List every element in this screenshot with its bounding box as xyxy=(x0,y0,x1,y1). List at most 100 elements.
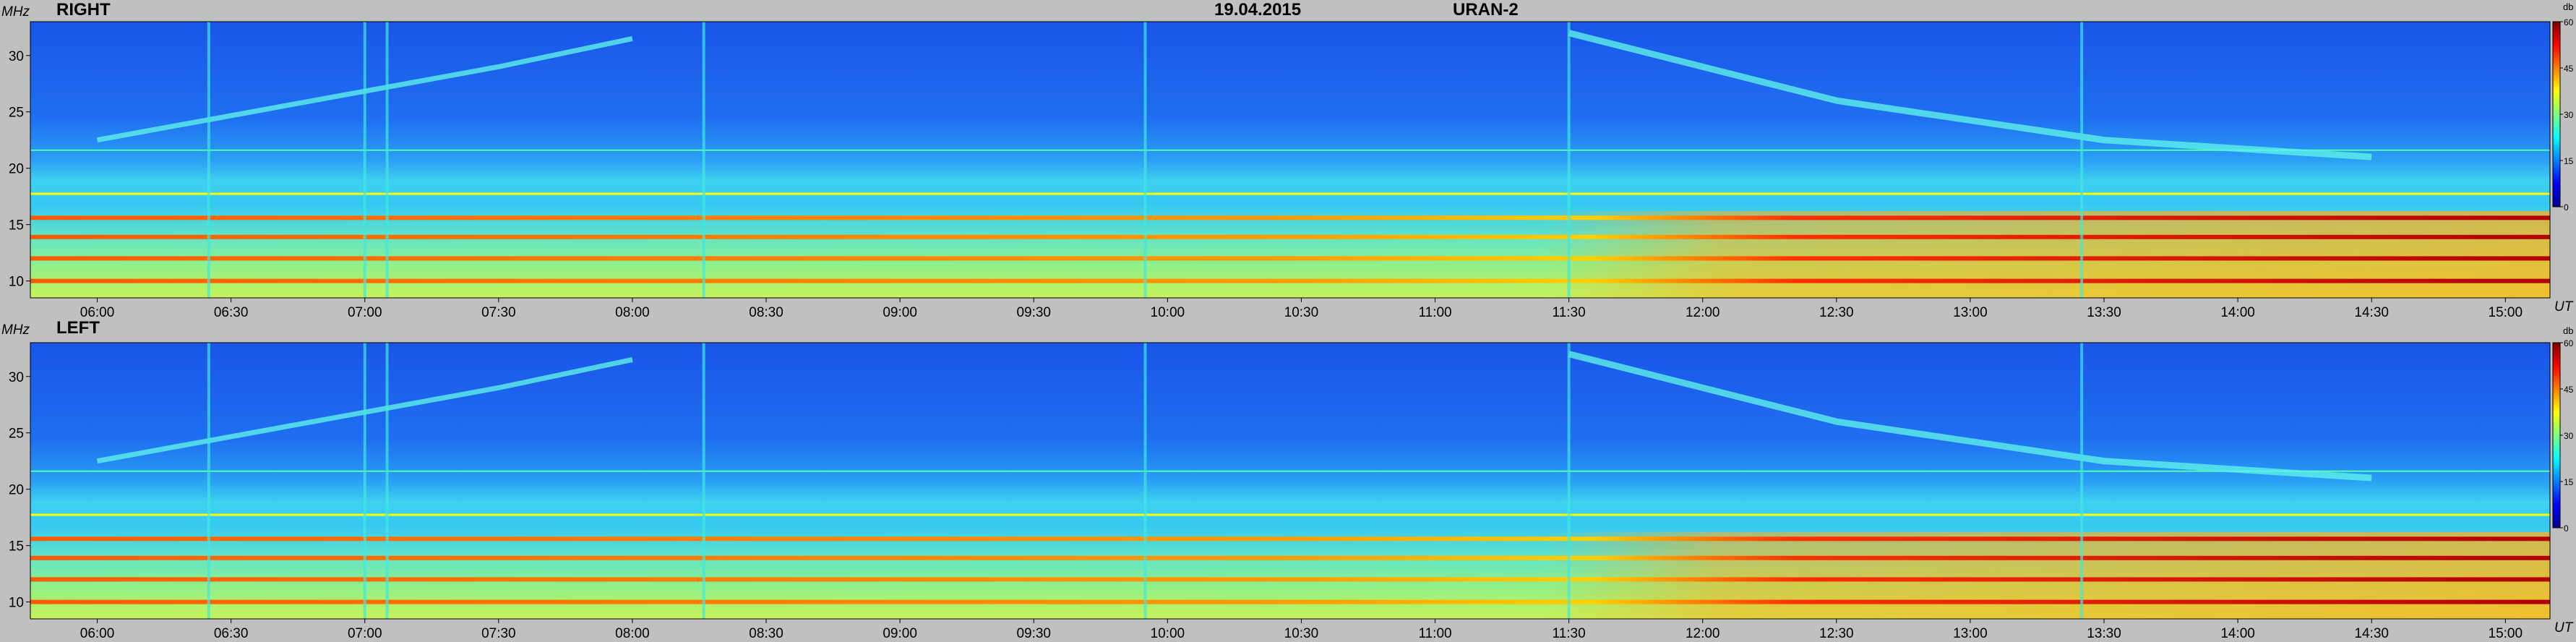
spectrogram-right: 06:00 06:30 07:00 07:30 08:00 08:30 09:00 09:30… xyxy=(9,21,2551,320)
x-tick-label: 06:00 xyxy=(80,305,115,320)
vertical-burst xyxy=(363,343,366,619)
y-unit-right: MHz xyxy=(1,4,30,20)
afternoon-enhancement xyxy=(30,531,2550,619)
afternoon-enhancement xyxy=(30,210,2550,298)
vertical-burst xyxy=(1143,343,1147,619)
x-tick-label: 07:00 xyxy=(348,305,382,320)
hot-band xyxy=(30,536,2550,542)
x-tick-label: 14:30 xyxy=(2354,626,2389,641)
x-tick-label: 13:00 xyxy=(1953,626,1988,641)
x-tick-label: 09:30 xyxy=(1016,305,1051,320)
x-tick-label: 07:30 xyxy=(481,305,516,320)
x-tick-label: 06:30 xyxy=(214,305,249,320)
x-tick-label: 14:30 xyxy=(2354,305,2389,320)
x-tick-label: 11:00 xyxy=(1418,626,1451,641)
spectrogram-left: 06:00 06:30 07:00 07:30 08:00 08:30 09:00 09:30… xyxy=(9,342,2551,641)
falling-drift xyxy=(1568,30,2372,160)
y-tick-label: 25 xyxy=(9,106,24,121)
colorbar-tick-label: 0 xyxy=(2564,202,2569,213)
colorbar-right: 0 15 30 45 60 xyxy=(2552,17,2574,213)
falling-drift xyxy=(1568,351,2372,482)
panel-label-right: RIGHT xyxy=(56,0,111,20)
vertical-burst xyxy=(702,22,705,298)
x-tick-label: 10:00 xyxy=(1151,305,1185,320)
x-tick-label: 10:30 xyxy=(1284,626,1319,641)
x-tick-label: 12:30 xyxy=(1819,305,1854,320)
x-tick-label: 12:30 xyxy=(1819,626,1854,641)
colorbar-left: 0 15 30 45 60 xyxy=(2552,338,2574,534)
vertical-burst xyxy=(1567,343,1571,619)
colorbar-tick-label: 30 xyxy=(2564,431,2574,441)
x-unit-left: UT xyxy=(2554,620,2573,635)
colorbar-gradient xyxy=(2552,21,2561,207)
x-tick-label: 10:00 xyxy=(1151,626,1185,641)
vertical-burst xyxy=(363,22,366,298)
colorbar-tick-label: 45 xyxy=(2564,64,2574,74)
x-tick-label: 11:30 xyxy=(1553,305,1586,320)
y-tick-label: 30 xyxy=(9,370,24,385)
x-tick-label: 09:30 xyxy=(1016,626,1051,641)
vertical-burst xyxy=(2080,343,2084,619)
x-tick-label: 15:00 xyxy=(2489,305,2523,320)
x-tick-label: 07:30 xyxy=(481,626,516,641)
rising-drift xyxy=(96,356,633,464)
colorbar-tick-label: 60 xyxy=(2564,17,2574,27)
instrument-label: URAN-2 xyxy=(1453,0,1519,20)
x-tick-label: 08:00 xyxy=(615,305,650,320)
vertical-burst xyxy=(1143,22,1147,298)
y-tick-label: 10 xyxy=(9,275,24,290)
x-tick-label: 09:00 xyxy=(883,305,917,320)
x-tick-label: 11:00 xyxy=(1418,305,1451,320)
x-tick-label: 13:30 xyxy=(2087,626,2121,641)
y-tick-label: 30 xyxy=(9,49,24,64)
y-tick-label: 20 xyxy=(9,162,24,177)
colorbar-unit-left: db xyxy=(2563,325,2574,336)
vertical-burst xyxy=(207,343,210,619)
x-tick-label: 10:30 xyxy=(1284,305,1319,320)
band-18mhz xyxy=(30,513,2550,516)
vertical-burst xyxy=(385,343,389,619)
plot-frame xyxy=(30,21,2551,299)
x-tick-label: 06:00 xyxy=(80,626,115,641)
rising-drift xyxy=(96,35,633,143)
colorbar-tick-label: 30 xyxy=(2564,110,2574,120)
colorbar-tick-label: 0 xyxy=(2564,523,2569,534)
vertical-burst xyxy=(702,343,705,619)
x-tick-label: 08:30 xyxy=(749,305,783,320)
x-tick-label: 14:00 xyxy=(2220,305,2255,320)
plot-frame xyxy=(30,342,2551,620)
y-unit-left: MHz xyxy=(1,322,30,338)
y-tick-label: 20 xyxy=(9,483,24,498)
hot-band xyxy=(30,577,2550,582)
colorbar-tick-label: 15 xyxy=(2564,156,2574,166)
x-tick-label: 13:00 xyxy=(1953,305,1988,320)
x-tick-label: 06:30 xyxy=(214,626,249,641)
x-unit-right: UT xyxy=(2554,299,2573,314)
date-label: 19.04.2015 xyxy=(1214,0,1302,20)
x-tick-label: 11:30 xyxy=(1553,626,1586,641)
colorbar-tick-label: 60 xyxy=(2564,338,2574,348)
y-tick-label: 15 xyxy=(9,218,24,234)
y-tick-label: 25 xyxy=(9,427,24,442)
hot-band xyxy=(30,599,2550,604)
band-18mhz xyxy=(30,192,2550,195)
vertical-burst xyxy=(2080,22,2084,298)
vertical-burst xyxy=(1567,22,1571,298)
colorbar-unit-right: db xyxy=(2563,1,2574,12)
y-tick-label: 15 xyxy=(9,539,24,555)
y-tick-label: 10 xyxy=(9,596,24,611)
x-tick-label: 12:00 xyxy=(1686,305,1720,320)
x-tick-label: 13:30 xyxy=(2087,305,2121,320)
x-tick-label: 14:00 xyxy=(2220,626,2255,641)
vertical-burst xyxy=(207,22,210,298)
hot-band xyxy=(30,256,2550,261)
hot-band xyxy=(30,215,2550,221)
band-21mhz xyxy=(30,470,2550,472)
band-21mhz xyxy=(30,149,2550,151)
hot-band xyxy=(30,555,2550,560)
x-tick-label: 08:00 xyxy=(615,626,650,641)
x-tick-label: 15:00 xyxy=(2489,626,2523,641)
panel-label-left: LEFT xyxy=(56,318,100,338)
x-tick-label: 09:00 xyxy=(883,626,917,641)
